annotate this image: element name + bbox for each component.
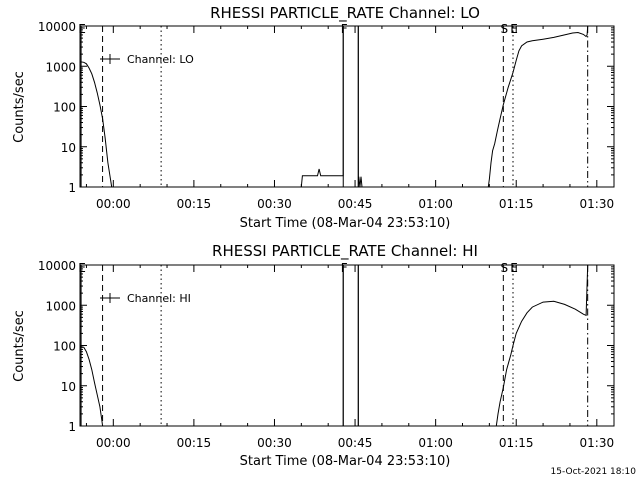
x-tick-label: 01:30 [580, 197, 615, 211]
event-marker-label: S [501, 22, 509, 36]
x-tick-label: 01:15 [499, 197, 534, 211]
chart-title-hi: RHESSI PARTICLE_RATE Channel: HI [212, 242, 478, 261]
x-tick-label: 00:30 [257, 197, 292, 211]
y-axis-label-hi: Counts/sec [12, 310, 27, 382]
footer-timestamp: 15-Oct-2021 18:10 [551, 467, 637, 477]
legend-label-hi: Channel: HI [127, 292, 191, 305]
x-tick-label: 01:30 [580, 436, 615, 450]
plot-frame-hi [79, 264, 615, 427]
x-tick-label: 00:30 [257, 436, 292, 450]
y-tick-label: 1 [68, 181, 76, 195]
y-tick-label: 100 [53, 340, 76, 354]
series-line-hi [495, 264, 589, 427]
x-tick-label: 00:15 [177, 436, 212, 450]
x-axis-label-hi: Start Time (08-Mar-04 23:53:10) [240, 454, 451, 469]
series-line-hi [342, 264, 359, 426]
series-line-hi [79, 345, 104, 427]
series-line-lo [487, 25, 589, 188]
event-marker-label: E [510, 261, 518, 275]
y-tick-label: 1000 [45, 299, 76, 313]
y-axis-label-lo: Counts/sec [12, 71, 27, 143]
y-tick-label: 10 [61, 380, 76, 394]
series-line-lo [79, 61, 113, 188]
event-marker-label: F [341, 22, 348, 36]
x-tick-label: 00:00 [96, 197, 131, 211]
event-marker-label: S [501, 261, 509, 275]
x-tick-label: 01:00 [418, 197, 453, 211]
x-tick-label: 00:15 [177, 197, 212, 211]
event-marker-label: E [510, 22, 518, 36]
x-tick-label: 01:15 [499, 436, 534, 450]
plot-frame-lo [79, 25, 615, 188]
event-marker-label: E [78, 22, 86, 36]
y-tick-label: 100 [53, 101, 76, 115]
x-tick-label: 01:00 [418, 436, 453, 450]
x-tick-label: 00:00 [96, 436, 131, 450]
y-tick-label: 1000 [45, 60, 76, 74]
x-tick-label: 00:45 [338, 436, 373, 450]
y-tick-label: 10 [61, 141, 76, 155]
x-tick-label: 00:45 [338, 197, 373, 211]
event-marker-label: E [78, 261, 86, 275]
panel-hi: RHESSI PARTICLE_RATE Channel: HI Start T… [12, 242, 615, 469]
y-tick-label: 10000 [38, 259, 76, 273]
x-axis-label-lo: Start Time (08-Mar-04 23:53:10) [240, 216, 451, 231]
y-tick-label: 1 [68, 420, 76, 434]
panel-lo: RHESSI PARTICLE_RATE Channel: LO Start T… [12, 4, 615, 231]
y-tick-label: 10000 [38, 20, 76, 34]
event-marker-label: F [341, 261, 348, 275]
series-line-lo [300, 25, 363, 188]
chart-title-lo: RHESSI PARTICLE_RATE Channel: LO [210, 4, 480, 23]
legend-label-lo: Channel: LO [127, 53, 194, 66]
